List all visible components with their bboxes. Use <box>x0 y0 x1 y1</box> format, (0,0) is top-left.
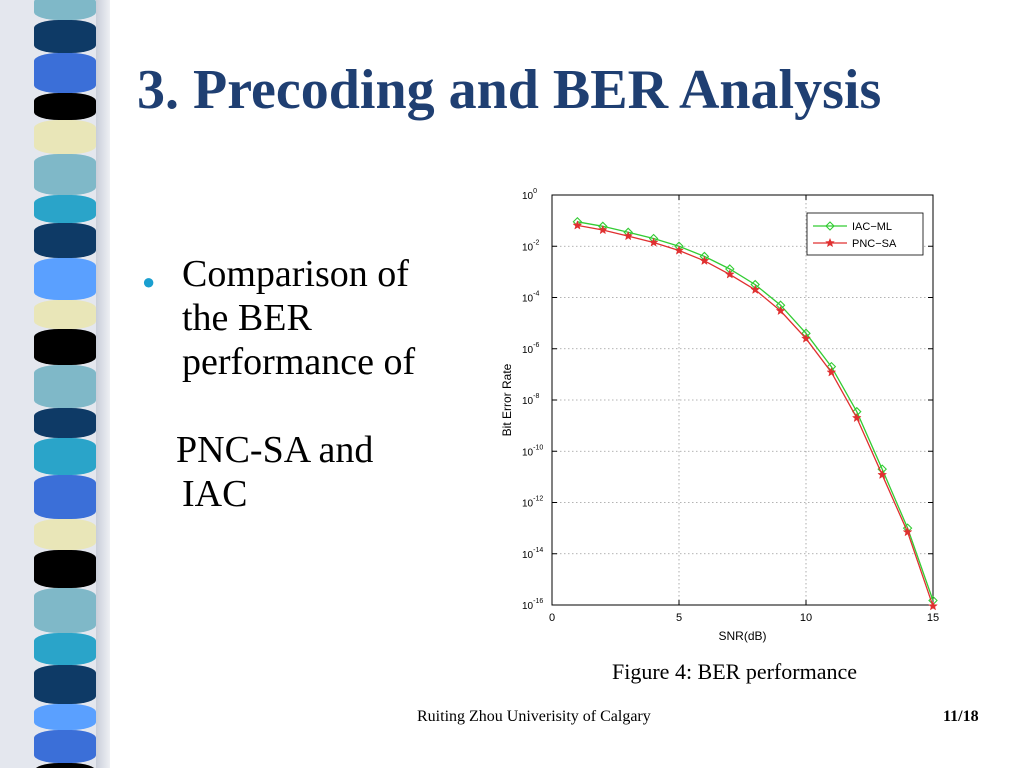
strip-block <box>34 763 96 768</box>
strip-block <box>34 329 96 365</box>
page-number: 11/18 <box>943 708 979 725</box>
y-tick-exponent: -6 <box>533 342 539 349</box>
legend-box <box>806 212 924 256</box>
x-tick-label: 10 <box>800 612 812 624</box>
ber-chart: 0 5 10 15 100 10-2 10-4 10-6 10-8 10-10 10-12 10-14… <box>495 180 955 650</box>
data-point-star <box>648 237 659 247</box>
strip-block <box>34 93 96 120</box>
strip-block <box>34 154 96 195</box>
y-tick-exponent: -4 <box>533 291 539 298</box>
data-point-star <box>750 284 761 295</box>
y-tick-exponent: -10 <box>533 444 543 451</box>
data-point-star <box>597 224 608 235</box>
y-tick-exponent: -12 <box>533 496 543 503</box>
strip-block <box>34 300 96 329</box>
bullet-line: Comparison of <box>182 253 409 295</box>
plot-frame <box>551 194 934 606</box>
strip-block <box>34 258 96 300</box>
data-point-star <box>877 469 888 480</box>
y-tick-label: 100 <box>522 188 537 202</box>
bullet-line: IAC <box>182 473 248 515</box>
data-point-star <box>724 269 735 279</box>
strip-block <box>34 195 96 223</box>
data-point-star <box>928 600 938 611</box>
strip-block <box>34 475 96 519</box>
data-point-star <box>826 367 837 377</box>
y-tick-label: 10-14 <box>522 547 543 561</box>
strip-block <box>34 665 96 704</box>
y-tick-exponent: -8 <box>533 393 539 400</box>
y-tick-exponent: -16 <box>533 598 543 605</box>
figure-caption: Figure 4: BER performance <box>612 659 857 684</box>
data-point-star <box>699 255 710 266</box>
y-tick-label: 10-6 <box>522 342 539 356</box>
strip-block <box>34 704 96 730</box>
data-point-star <box>775 305 786 316</box>
y-tick-exponent: -2 <box>533 239 539 246</box>
data-point-diamond <box>825 221 835 231</box>
strip-block <box>34 730 96 763</box>
slide-title: 3. Precoding and BER Analysis <box>137 59 882 121</box>
legend-label: PNC−SA <box>852 238 897 250</box>
bullet-continuation: PNC-SA and IAC <box>176 428 476 516</box>
y-tick-label: 10-8 <box>522 393 539 407</box>
data-point-star <box>801 333 811 343</box>
strip-block <box>34 588 96 633</box>
x-axis-label: SNR(dB) <box>718 629 766 643</box>
x-tick-label: 0 <box>549 612 555 624</box>
strip-block <box>34 53 96 93</box>
bullet-text: Comparison of the BER performance of <box>182 252 482 384</box>
ber-chart-svg: 0 5 10 15 100 10-2 10-4 10-6 10-8 10-10 10-12 10-14… <box>500 188 939 643</box>
strip-block <box>34 408 96 438</box>
y-tick-label: 10-16 <box>522 598 543 612</box>
footer-author: Ruiting Zhou Univerisity of Calgary <box>417 708 651 725</box>
data-point-star <box>674 245 684 255</box>
y-tick-exponent: 0 <box>533 188 537 195</box>
strip-block <box>34 550 96 588</box>
data-point-star <box>851 412 862 423</box>
strip-block <box>34 223 96 258</box>
y-axis-label: Bit Error Rate <box>500 363 514 436</box>
strip-block <box>34 0 96 20</box>
bullet-line: the BER <box>182 297 312 339</box>
strip-block <box>34 20 96 53</box>
strip-block <box>34 633 96 665</box>
x-tick-label: 5 <box>676 612 682 624</box>
data-point-star <box>572 220 583 230</box>
decorative-side-strip <box>0 0 110 768</box>
x-tick-label: 15 <box>927 612 939 624</box>
y-tick-label: 10-12 <box>522 496 543 510</box>
data-point-star <box>825 237 835 248</box>
y-tick-label: 10-10 <box>522 444 543 458</box>
bullet-dot-icon: ● <box>142 269 156 294</box>
y-tick-label: 10-4 <box>522 291 539 305</box>
strip-block <box>34 438 96 475</box>
bullet-line: performance of <box>182 341 416 383</box>
data-point-star <box>902 526 913 537</box>
strip-block <box>34 519 96 550</box>
legend-label: IAC−ML <box>852 221 892 233</box>
data-point-star <box>623 230 634 241</box>
strip-block <box>34 365 96 408</box>
bullet-line: PNC-SA and <box>176 429 374 471</box>
y-tick-label: 10-2 <box>522 239 539 253</box>
y-tick-exponent: -14 <box>533 547 543 554</box>
strip-block <box>34 120 96 154</box>
